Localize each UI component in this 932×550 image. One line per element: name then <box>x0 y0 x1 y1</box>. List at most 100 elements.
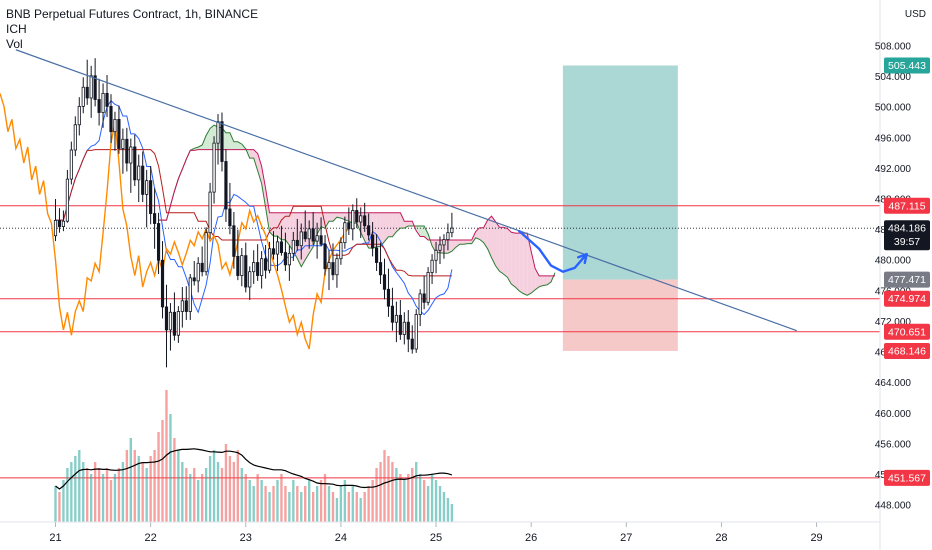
volume-bar <box>200 474 204 522</box>
volume-bar <box>97 468 101 522</box>
cloud-segment <box>420 225 425 237</box>
candle-body <box>267 248 272 271</box>
time-tick-label: 26 <box>525 532 537 544</box>
candle-body <box>446 232 450 240</box>
volume-bar <box>185 468 188 522</box>
volume-bar <box>323 474 327 522</box>
candle-body <box>374 247 379 263</box>
candle-body <box>426 272 430 303</box>
price-tick-label: 464.000 <box>875 378 912 389</box>
volume-bar <box>308 480 311 522</box>
volume-indicator-label[interactable]: Vol <box>6 37 23 51</box>
volume-bar <box>248 480 251 522</box>
cloud-segment <box>388 212 393 237</box>
cloud-segment <box>396 212 401 232</box>
volume-bar <box>434 480 438 522</box>
cloud-segment <box>451 239 456 252</box>
price-badge[interactable] <box>884 469 930 486</box>
candle-body <box>343 222 347 244</box>
volume-bar <box>93 462 97 522</box>
forecast-path[interactable] <box>518 229 588 273</box>
candle-body <box>204 232 208 273</box>
price-badge[interactable] <box>884 342 930 359</box>
cloud-segment <box>253 149 258 171</box>
cloud-segment <box>539 275 544 287</box>
cloud-segment <box>297 212 302 267</box>
volume-bar <box>74 456 77 522</box>
volume-bar <box>311 492 315 522</box>
volume-bar <box>319 480 323 522</box>
volume-bar <box>153 450 156 522</box>
price-badge[interactable] <box>884 323 930 340</box>
volume-bar <box>450 504 454 522</box>
cloud-segment <box>392 212 397 237</box>
candle-body <box>418 293 422 315</box>
volume-bar <box>304 486 307 522</box>
volume-bar <box>133 450 136 522</box>
cloud-segment <box>329 212 333 222</box>
price-badge[interactable] <box>884 197 930 214</box>
cloud-segment <box>198 145 203 150</box>
volume-bar <box>78 450 81 522</box>
cloud-segment <box>432 239 437 253</box>
descending-trendline[interactable] <box>15 49 797 332</box>
candle-body <box>442 239 446 246</box>
candle-body <box>149 180 153 214</box>
price-tick-label: 472.000 <box>875 317 912 328</box>
price-badge[interactable] <box>884 290 930 307</box>
cloud-segment <box>463 239 468 245</box>
candle-body <box>109 105 113 133</box>
cloud-segment <box>523 233 528 296</box>
candle-body <box>160 259 165 308</box>
price-tick-label: 508.000 <box>875 41 912 52</box>
candle-body <box>81 86 85 107</box>
volume-bar <box>220 468 224 522</box>
candle-body <box>414 314 418 350</box>
volume-bar <box>86 468 89 522</box>
candle-body <box>244 255 248 288</box>
volume-bar <box>54 486 57 522</box>
candle-body <box>121 138 125 149</box>
cloud-segment <box>380 212 385 247</box>
ichimoku-indicator-label[interactable]: ICH <box>6 22 27 36</box>
volume-bar <box>177 450 180 522</box>
cloud-segment <box>535 268 540 290</box>
volume-bar <box>284 486 287 522</box>
volume-bar <box>62 480 65 522</box>
cloud-segment <box>277 212 282 240</box>
price-tick-label: 456.000 <box>875 439 912 450</box>
volume-bar <box>208 456 212 522</box>
candle-body <box>359 215 363 223</box>
candle-body <box>113 119 117 133</box>
volume-bar <box>181 462 184 522</box>
volume-bar <box>379 462 382 522</box>
time-tick-label: 28 <box>715 532 727 544</box>
price-badge[interactable] <box>884 220 930 251</box>
volume-bar <box>351 486 354 522</box>
symbol-title[interactable]: BNB Perpetual Futures Contract, 1h, BINA… <box>6 7 259 21</box>
volume-bar <box>82 462 85 522</box>
candle-body <box>275 241 280 255</box>
volume-bar <box>407 474 410 522</box>
candle-body <box>252 262 256 273</box>
volume-bar <box>109 480 113 522</box>
cloud-segment <box>424 225 429 240</box>
cloud-segment <box>511 232 516 288</box>
candle-body <box>200 262 204 273</box>
candlesticks <box>53 58 454 368</box>
price-badge[interactable] <box>884 57 930 74</box>
volume-bar <box>204 468 208 522</box>
price-badge[interactable] <box>884 271 930 288</box>
candle-body <box>422 293 426 303</box>
candle-body <box>73 124 77 151</box>
volume-bar <box>442 492 446 522</box>
volume-bar <box>367 486 370 522</box>
trendline-layer <box>15 49 797 332</box>
cloud-segment <box>499 227 504 275</box>
stop-loss-zone[interactable] <box>562 279 678 351</box>
cloud-segment <box>344 212 349 222</box>
take-profit-zone[interactable] <box>562 65 678 280</box>
candle-body <box>97 99 101 113</box>
candle-body <box>398 314 402 335</box>
